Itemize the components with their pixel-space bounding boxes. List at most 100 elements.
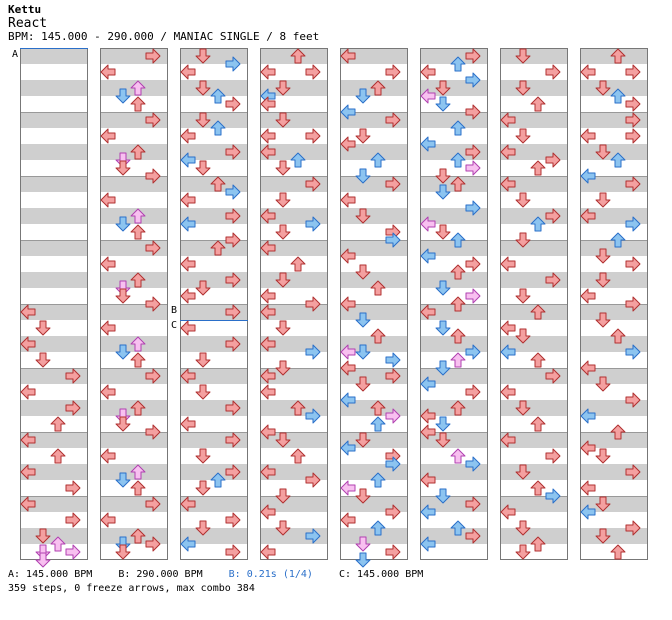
left-arrow (180, 320, 196, 336)
down-arrow (115, 416, 131, 432)
left-arrow (260, 96, 276, 112)
left-arrow (340, 136, 356, 152)
left-arrow (20, 496, 36, 512)
right-arrow (385, 112, 401, 128)
left-arrow (180, 152, 196, 168)
right-arrow (385, 456, 401, 472)
left-arrow (180, 536, 196, 552)
up-arrow (290, 448, 306, 464)
right-arrow (465, 256, 481, 272)
artist-name: Kettu (8, 3, 42, 16)
up-arrow (210, 240, 226, 256)
down-arrow (275, 160, 291, 176)
up-arrow (530, 216, 546, 232)
right-arrow (545, 448, 561, 464)
down-arrow (355, 536, 371, 552)
bpm-marker-c: C (171, 320, 177, 331)
up-arrow (370, 280, 386, 296)
legend-bpm-a: A: 145.000 BPM (8, 569, 93, 580)
left-arrow (340, 440, 356, 456)
right-arrow (385, 368, 401, 384)
up-arrow (130, 96, 146, 112)
down-arrow (355, 312, 371, 328)
left-arrow (260, 128, 276, 144)
left-arrow (420, 424, 436, 440)
left-arrow (260, 368, 276, 384)
left-arrow (100, 192, 116, 208)
up-arrow (450, 520, 466, 536)
right-arrow (65, 368, 81, 384)
right-arrow (625, 344, 641, 360)
down-arrow (115, 88, 131, 104)
chart-footer: A: 145.000 BPM B: 290.000 BPM B: 0.21s (… (8, 568, 443, 596)
down-arrow (355, 264, 371, 280)
left-arrow (420, 472, 436, 488)
right-arrow (305, 296, 321, 312)
left-arrow (340, 360, 356, 376)
down-arrow (595, 248, 611, 264)
right-arrow (145, 112, 161, 128)
right-arrow (625, 392, 641, 408)
right-arrow (545, 368, 561, 384)
down-arrow (355, 168, 371, 184)
left-arrow (100, 320, 116, 336)
left-arrow (340, 248, 356, 264)
left-arrow (260, 208, 276, 224)
up-arrow (290, 48, 306, 64)
down-arrow (435, 96, 451, 112)
down-arrow (595, 496, 611, 512)
left-arrow (580, 168, 596, 184)
down-arrow (195, 352, 211, 368)
right-arrow (625, 520, 641, 536)
down-arrow (355, 208, 371, 224)
down-arrow (115, 160, 131, 176)
down-arrow (595, 448, 611, 464)
left-arrow (20, 384, 36, 400)
right-arrow (145, 368, 161, 384)
up-arrow (290, 400, 306, 416)
up-arrow (610, 328, 626, 344)
down-arrow (355, 128, 371, 144)
up-arrow (370, 400, 386, 416)
right-arrow (385, 504, 401, 520)
left-arrow (180, 496, 196, 512)
left-arrow (340, 480, 356, 496)
left-arrow (180, 256, 196, 272)
left-arrow (260, 544, 276, 560)
left-arrow (180, 128, 196, 144)
down-arrow (355, 376, 371, 392)
left-arrow (20, 432, 36, 448)
down-arrow (195, 480, 211, 496)
down-arrow (115, 544, 131, 560)
left-arrow (180, 288, 196, 304)
down-arrow (515, 544, 531, 560)
up-arrow (530, 96, 546, 112)
legend-stop-b: B: 0.21s (1/4) (228, 569, 313, 580)
left-arrow (420, 504, 436, 520)
left-arrow (100, 512, 116, 528)
up-arrow (130, 464, 146, 480)
up-arrow (450, 328, 466, 344)
down-arrow (435, 432, 451, 448)
left-arrow (580, 440, 596, 456)
left-arrow (180, 368, 196, 384)
right-arrow (225, 208, 241, 224)
left-arrow (580, 64, 596, 80)
right-arrow (305, 176, 321, 192)
right-arrow (545, 272, 561, 288)
down-arrow (115, 344, 131, 360)
down-arrow (515, 400, 531, 416)
down-arrow (435, 320, 451, 336)
down-arrow (435, 360, 451, 376)
left-arrow (100, 448, 116, 464)
up-arrow (530, 480, 546, 496)
left-arrow (580, 408, 596, 424)
down-arrow (35, 528, 51, 544)
down-arrow (515, 232, 531, 248)
down-arrow (515, 328, 531, 344)
up-arrow (450, 232, 466, 248)
up-arrow (210, 472, 226, 488)
left-arrow (180, 64, 196, 80)
up-arrow (130, 80, 146, 96)
